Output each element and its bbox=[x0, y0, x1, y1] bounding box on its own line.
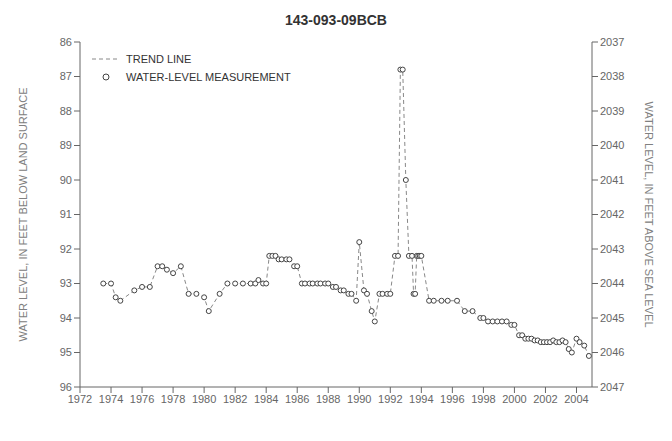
svg-text:2046: 2046 bbox=[600, 346, 624, 358]
svg-text:2043: 2043 bbox=[600, 243, 624, 255]
svg-text:1996: 1996 bbox=[440, 393, 464, 405]
svg-text:96: 96 bbox=[60, 381, 72, 393]
svg-text:WATER LEVEL, IN FEET BELOW LAN: WATER LEVEL, IN FEET BELOW LAND SURFACE bbox=[17, 87, 29, 341]
svg-text:91: 91 bbox=[60, 208, 72, 220]
svg-text:1982: 1982 bbox=[223, 393, 247, 405]
svg-text:2037: 2037 bbox=[600, 36, 624, 48]
svg-text:2042: 2042 bbox=[600, 208, 624, 220]
svg-text:1988: 1988 bbox=[316, 393, 340, 405]
svg-text:90: 90 bbox=[60, 174, 72, 186]
svg-text:2045: 2045 bbox=[600, 312, 624, 324]
svg-text:1974: 1974 bbox=[99, 393, 123, 405]
svg-text:2039: 2039 bbox=[600, 105, 624, 117]
svg-text:2044: 2044 bbox=[600, 277, 624, 289]
svg-text:2000: 2000 bbox=[502, 393, 526, 405]
svg-text:1994: 1994 bbox=[409, 393, 433, 405]
svg-text:WATER LEVEL, IN FEET ABOVE SEA: WATER LEVEL, IN FEET ABOVE SEA LEVEL bbox=[643, 102, 655, 328]
svg-text:2041: 2041 bbox=[600, 174, 624, 186]
svg-text:86: 86 bbox=[60, 36, 72, 48]
svg-text:1972: 1972 bbox=[68, 393, 92, 405]
svg-text:1998: 1998 bbox=[471, 393, 495, 405]
svg-text:2038: 2038 bbox=[600, 70, 624, 82]
svg-text:1976: 1976 bbox=[130, 393, 154, 405]
html-text:143-093-09BCB: 143-093-09BCB bbox=[285, 12, 387, 28]
svg-text:2047: 2047 bbox=[600, 381, 624, 393]
svg-text:87: 87 bbox=[60, 70, 72, 82]
svg-text:1978: 1978 bbox=[161, 393, 185, 405]
html-text:TREND LINE: TREND LINE bbox=[126, 53, 192, 65]
html-text:WATER-LEVEL MEASUREMENT: WATER-LEVEL MEASUREMENT bbox=[126, 71, 291, 83]
svg-text:2004: 2004 bbox=[564, 393, 588, 405]
svg-text:1992: 1992 bbox=[378, 393, 402, 405]
svg-text:2040: 2040 bbox=[600, 139, 624, 151]
svg-text:88: 88 bbox=[60, 105, 72, 117]
svg-text:1990: 1990 bbox=[347, 393, 371, 405]
svg-text:94: 94 bbox=[60, 312, 72, 324]
svg-text:92: 92 bbox=[60, 243, 72, 255]
svg-text:1980: 1980 bbox=[192, 393, 216, 405]
svg-text:1986: 1986 bbox=[285, 393, 309, 405]
svg-text:1984: 1984 bbox=[254, 393, 278, 405]
svg-text:89: 89 bbox=[60, 139, 72, 151]
svg-text:93: 93 bbox=[60, 277, 72, 289]
svg-text:2002: 2002 bbox=[533, 393, 557, 405]
svg-text:95: 95 bbox=[60, 346, 72, 358]
